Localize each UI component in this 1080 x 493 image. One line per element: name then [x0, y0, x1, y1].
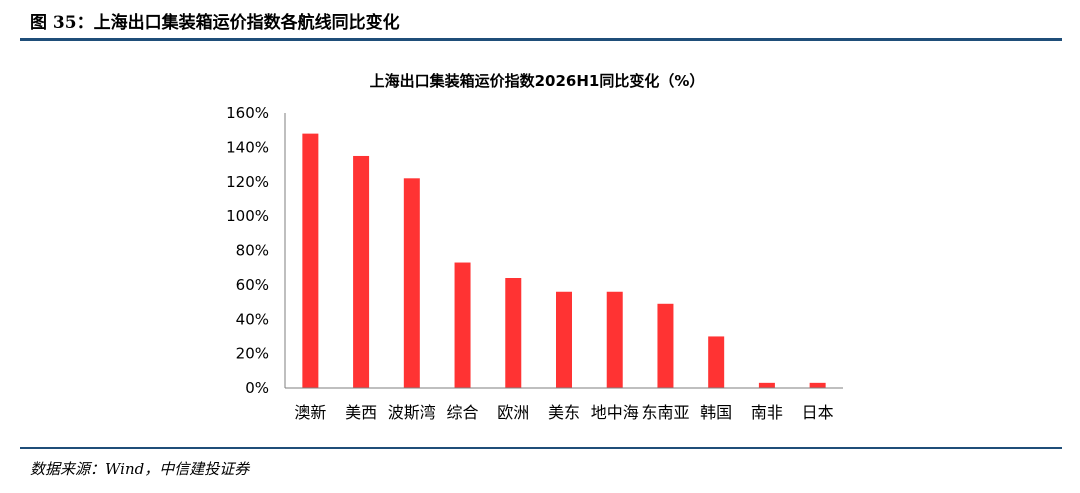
bar-韩国	[708, 336, 725, 388]
y-tick-label: 80%	[236, 242, 269, 260]
y-tick-label: 120%	[226, 173, 269, 191]
x-tick-label: 东南亚	[641, 403, 689, 422]
x-tick-label: 美西	[345, 403, 377, 422]
x-tick-label: 波斯湾	[388, 403, 436, 422]
x-tick-label: 美东	[548, 403, 580, 422]
figure-header: 图 35：上海出口集装箱运价指数各航线同比变化	[30, 13, 400, 33]
bar-波斯湾	[403, 178, 420, 388]
x-axis: 澳新 美西 波斯湾 综合 欧洲 美东 地中海 东南亚 韩国 南非 日本	[285, 387, 843, 422]
bars	[302, 133, 826, 388]
bar-日本	[809, 382, 826, 388]
footer-divider	[20, 447, 1062, 449]
y-tick-label: 140%	[226, 138, 269, 156]
y-tick-label: 40%	[236, 310, 269, 328]
y-axis: 0% 20% 40% 60% 80% 100% 120% 140% 160%	[226, 104, 286, 397]
x-tick-label: 澳新	[294, 403, 326, 422]
bar-南非	[758, 382, 775, 388]
x-tick-label: 南非	[751, 403, 783, 422]
y-tick-label: 0%	[245, 379, 269, 397]
x-tick-label: 欧洲	[497, 403, 529, 422]
y-tick-label: 160%	[226, 104, 269, 122]
bar-澳新	[302, 133, 319, 388]
bar-东南亚	[657, 303, 674, 388]
y-tick-label: 60%	[236, 276, 269, 294]
bar-欧洲	[505, 278, 522, 388]
x-tick-label: 综合	[447, 403, 479, 422]
x-tick-label: 日本	[802, 403, 834, 422]
bar-地中海	[606, 291, 623, 388]
x-tick-label: 地中海	[591, 403, 639, 422]
chart-title: 上海出口集装箱运价指数2026H1同比变化（%）	[370, 72, 705, 90]
y-tick-label: 100%	[226, 207, 269, 225]
y-tick-label: 20%	[236, 345, 269, 363]
bar-chart: 上海出口集装箱运价指数2026H1同比变化（%） 0% 20% 40% 60% 80% 1…	[226, 72, 843, 422]
bar-美西	[353, 155, 370, 388]
bar-综合	[454, 262, 471, 388]
x-tick-label: 韩国	[700, 403, 732, 422]
source-note: 数据来源：Wind，中信建投证券	[30, 460, 250, 478]
bar-美东	[556, 291, 572, 388]
header-divider	[20, 38, 1062, 41]
